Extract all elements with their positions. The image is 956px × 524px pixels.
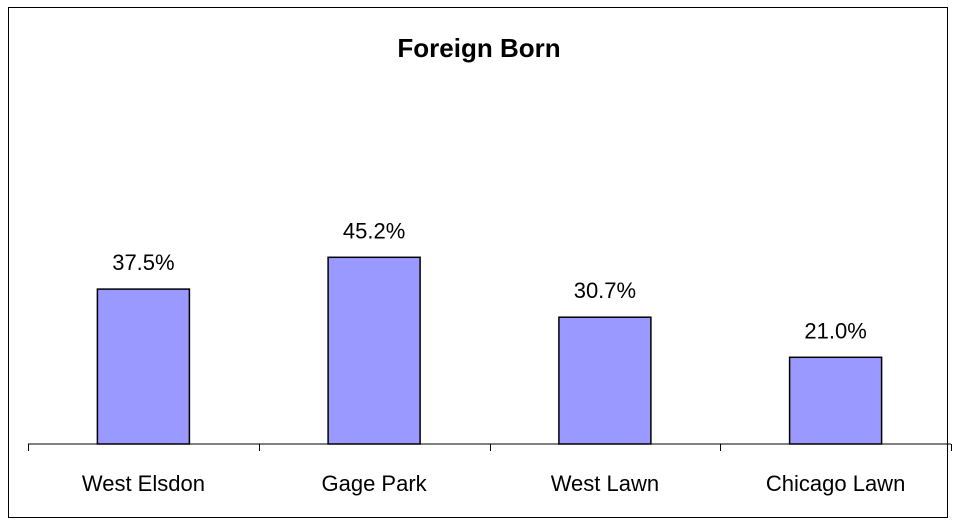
bars-layer bbox=[96, 256, 883, 445]
data-label: 30.7% bbox=[574, 278, 636, 303]
bar-chicago-lawn bbox=[788, 356, 883, 445]
x-tick-label: Gage Park bbox=[322, 471, 428, 496]
data-labels: 37.5% 45.2% 30.7% 21.0% bbox=[112, 218, 867, 343]
x-tick-label: Chicago Lawn bbox=[766, 471, 905, 496]
data-label: 37.5% bbox=[112, 250, 174, 275]
data-label: 45.2% bbox=[343, 218, 405, 243]
bar-west-elsdon bbox=[96, 288, 191, 445]
x-tick-label: West Lawn bbox=[551, 471, 659, 496]
x-tick-label: West Elsdon bbox=[82, 471, 205, 496]
bar-gage-park bbox=[327, 256, 421, 445]
x-axis-tick-labels: West Elsdon Gage Park West Lawn Chicago Law… bbox=[82, 471, 905, 496]
x-axis-ticks bbox=[28, 444, 952, 451]
bar-west-lawn bbox=[558, 316, 652, 445]
chart-title: Foreign Born bbox=[397, 33, 560, 63]
data-label: 21.0% bbox=[804, 318, 866, 343]
